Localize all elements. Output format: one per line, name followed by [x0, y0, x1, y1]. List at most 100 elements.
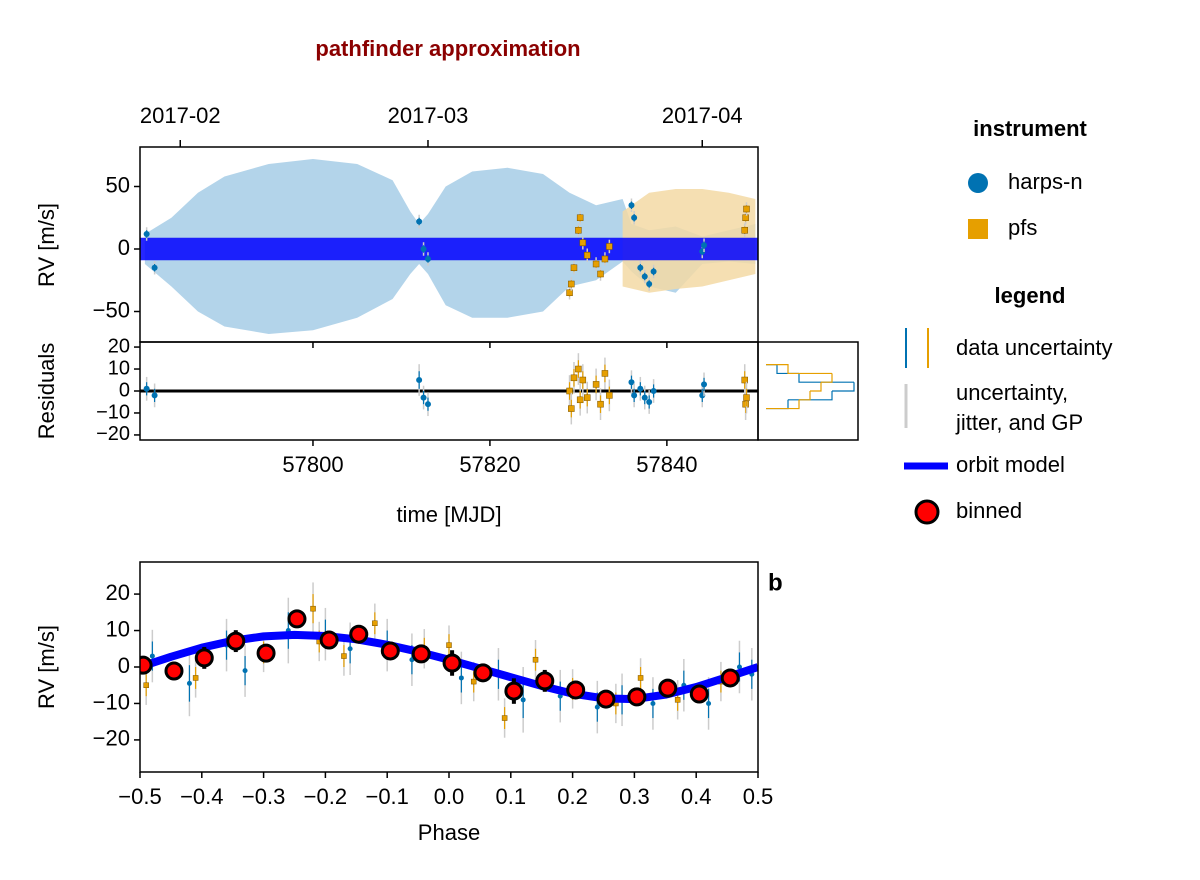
point [575, 227, 582, 234]
histogram-step [821, 373, 833, 383]
point [592, 260, 600, 268]
x-tick-label: 2017-03 [388, 103, 469, 128]
histogram-frame [757, 341, 859, 441]
point [192, 675, 199, 681]
point [347, 646, 353, 652]
point [701, 381, 708, 388]
point [631, 214, 638, 221]
y-tick-label: −10 [93, 689, 130, 714]
point [641, 394, 648, 401]
binned-point [473, 663, 493, 683]
y-tick-label: 0 [119, 379, 130, 401]
y-axis-label: RV [m/s] [34, 203, 59, 287]
panel-label: b [768, 569, 783, 596]
point [242, 668, 248, 674]
point [628, 379, 635, 386]
point [741, 376, 748, 384]
point [606, 243, 613, 250]
point [583, 394, 591, 401]
x-tick-label: 0.2 [557, 784, 588, 809]
legend-label: binned [956, 498, 1022, 523]
point [646, 398, 653, 405]
point [501, 715, 508, 721]
point [594, 704, 600, 710]
point [637, 675, 644, 681]
x-tick-label: 0.4 [681, 784, 712, 809]
point [520, 697, 526, 703]
point [416, 377, 423, 384]
binned-point [535, 671, 555, 691]
binned-point [226, 631, 246, 651]
point [151, 392, 158, 399]
legend-label: harps-n [1008, 169, 1083, 194]
point [628, 202, 635, 209]
point [424, 256, 431, 262]
point [650, 388, 657, 394]
point [416, 218, 423, 225]
legend-marker [968, 173, 988, 193]
x-tick-label: −0.4 [180, 784, 223, 809]
y-tick-label: 50 [106, 172, 130, 197]
x-tick-label: −0.1 [365, 784, 408, 809]
binned-point [349, 624, 369, 644]
y-tick-label: 20 [106, 580, 130, 605]
y-tick-label: −50 [93, 297, 130, 322]
legend-label: jitter, and GP [955, 410, 1083, 435]
x-tick-label: 0.1 [496, 784, 527, 809]
point [736, 664, 742, 670]
binned-point [319, 630, 339, 650]
binned-point [627, 687, 647, 707]
histogram-step [798, 373, 854, 383]
point [601, 255, 609, 263]
binned-point [411, 644, 431, 664]
x-tick-label: 2017-02 [140, 103, 221, 128]
point [742, 400, 749, 408]
binned-point [380, 641, 400, 661]
point [637, 385, 644, 392]
chart-title: pathfinder approximation [315, 36, 580, 61]
y-tick-label: −20 [96, 423, 130, 445]
x-tick-label: −0.2 [304, 784, 347, 809]
point [601, 370, 609, 377]
point [576, 214, 584, 221]
binned-point [504, 681, 524, 701]
binned-point [689, 684, 709, 704]
y-axis-label: RV [m/s] [34, 625, 59, 709]
histogram-step [799, 391, 811, 401]
point [743, 394, 750, 401]
legend-label: data uncertainty [956, 335, 1113, 360]
point [631, 392, 638, 399]
point [583, 252, 591, 259]
point [446, 642, 452, 648]
legend: instrument harps-n pfs legend data uncer… [904, 116, 1113, 525]
point [570, 374, 578, 382]
plot-area [140, 582, 758, 738]
x-tick-label: 57800 [282, 452, 343, 477]
point [742, 214, 749, 221]
x-tick-label: −0.5 [118, 784, 161, 809]
binned-point [194, 648, 214, 668]
point [579, 376, 587, 384]
binned-point [658, 678, 678, 698]
histogram-step [766, 399, 789, 410]
point [470, 678, 477, 685]
legend-label: uncertainty, [956, 380, 1068, 405]
point [637, 264, 644, 271]
point [706, 700, 712, 706]
point [420, 394, 427, 401]
binned-point [442, 653, 462, 673]
point [341, 653, 347, 659]
binned-point [287, 609, 307, 629]
binned-point [256, 643, 276, 663]
point [650, 700, 656, 706]
point [568, 280, 575, 288]
point [424, 401, 431, 408]
point [597, 400, 604, 408]
histogram-step [832, 382, 855, 392]
point [458, 675, 464, 681]
y-tick-label: −20 [93, 726, 130, 751]
point [310, 605, 316, 612]
y-axis-label: Residuals [34, 343, 59, 440]
orbit-model [140, 237, 758, 261]
